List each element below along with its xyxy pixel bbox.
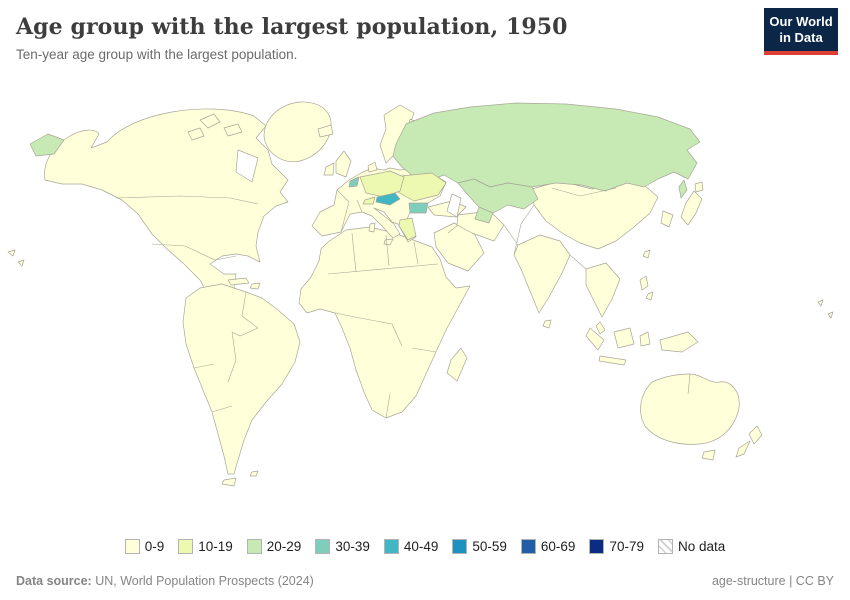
legend-item-40-49[interactable]: 40-49	[383, 539, 439, 554]
caspian-sea	[446, 193, 462, 218]
chart-title: Age group with the largest population, 1…	[16, 14, 568, 40]
legend-swatch	[315, 539, 331, 554]
legend-label: 70-79	[609, 539, 644, 554]
world-map[interactable]	[0, 84, 850, 516]
country-cuba[interactable]	[227, 277, 250, 286]
data-source-label: Data source:	[16, 574, 92, 588]
legend-item-30-39[interactable]: 30-39	[315, 539, 370, 554]
legend-item-60-69[interactable]: 60-69	[520, 539, 576, 554]
legend-label: 40-49	[403, 539, 439, 554]
country-russia[interactable]	[392, 102, 701, 199]
country-philippines[interactable]	[639, 275, 654, 301]
legend-swatch	[657, 539, 673, 554]
chart-footer: Data source: UN, World Population Prospe…	[0, 574, 850, 588]
owid-logo-red-bar	[764, 50, 838, 55]
legend-item-70-79[interactable]: 70-79	[589, 539, 644, 554]
chart-header: Age group with the largest population, 1…	[0, 0, 850, 62]
data-source: Data source: UN, World Population Prospe…	[16, 574, 314, 588]
country-madagascar[interactable]	[446, 347, 468, 382]
legend-swatch	[520, 539, 536, 554]
country-taiwan[interactable]	[642, 249, 651, 259]
country-denmark[interactable]	[367, 161, 378, 173]
country-new-zealand[interactable]	[735, 425, 763, 458]
owid-logo[interactable]: Our World in Data	[764, 8, 838, 55]
country-germany-central-europe[interactable]	[359, 170, 405, 198]
legend: 0-9 10-19 20-29 30-39 40-49 50-59 60-69 70-79 No…	[0, 539, 850, 554]
legend-item-20-29[interactable]: 20-29	[246, 539, 302, 554]
country-kazakhstan-central-asia[interactable]	[457, 178, 539, 224]
legend-label: 20-29	[266, 539, 302, 554]
country-switzerland[interactable]	[362, 196, 376, 205]
legend-item-10-19[interactable]: 10-19	[178, 539, 233, 554]
country-pacific-islands[interactable]	[7, 249, 834, 319]
legend-swatch	[452, 539, 468, 554]
country-bulgaria[interactable]	[408, 202, 429, 214]
country-iceland[interactable]	[317, 124, 334, 138]
license-link[interactable]: age-structure | CC BY	[711, 574, 834, 588]
country-sardinia[interactable]	[368, 222, 376, 233]
country-japan[interactable]	[680, 181, 704, 226]
country-united-kingdom[interactable]	[335, 150, 352, 178]
country-falklands[interactable]	[249, 470, 259, 477]
country-south-america[interactable]	[182, 283, 301, 475]
country-se-asia[interactable]	[585, 262, 621, 318]
data-source-text: UN, World Population Prospects (2024)	[91, 574, 314, 588]
legend-item-50-59[interactable]: 50-59	[452, 539, 507, 554]
country-korea[interactable]	[660, 210, 674, 228]
country-greece[interactable]	[398, 217, 417, 241]
legend-item-no-data[interactable]: No data	[657, 539, 726, 554]
legend-label: 0-9	[144, 539, 165, 554]
legend-label: No data	[677, 539, 726, 554]
legend-swatch	[124, 539, 140, 554]
country-india[interactable]	[513, 234, 571, 314]
chart-subtitle: Ten-year age group with the largest popu…	[16, 47, 298, 63]
country-chukotka-wrap[interactable]	[29, 133, 65, 157]
country-sri-lanka[interactable]	[542, 319, 552, 329]
legend-label: 50-59	[472, 539, 507, 554]
legend-swatch	[246, 539, 262, 554]
country-arctic-islands[interactable]	[187, 113, 243, 141]
country-malay-peninsula[interactable]	[595, 321, 606, 335]
hudson-bay	[235, 149, 259, 183]
country-hispaniola[interactable]	[249, 282, 261, 290]
country-tasmania[interactable]	[701, 449, 716, 461]
country-north-america[interactable]	[44, 108, 289, 305]
country-austria[interactable]	[375, 192, 401, 206]
country-new-guinea[interactable]	[659, 331, 699, 353]
legend-label: 10-19	[198, 539, 233, 554]
country-ireland[interactable]	[323, 162, 335, 176]
legend-swatch	[383, 539, 399, 554]
legend-swatch	[178, 539, 194, 554]
legend-label: 60-69	[540, 539, 576, 554]
country-australia[interactable]	[640, 373, 740, 445]
country-indonesia[interactable]	[585, 327, 651, 366]
legend-swatch	[589, 539, 605, 554]
world-map-canvas[interactable]	[0, 84, 850, 516]
legend-item-0-9[interactable]: 0-9	[124, 539, 165, 554]
country-borders	[115, 187, 691, 419]
country-belgium[interactable]	[348, 176, 360, 188]
legend-label: 30-39	[335, 539, 370, 554]
owid-logo-line2: in Data	[779, 30, 823, 46]
country-tierra-del-fuego[interactable]	[221, 477, 237, 487]
owid-logo-line1: Our World	[769, 14, 833, 29]
